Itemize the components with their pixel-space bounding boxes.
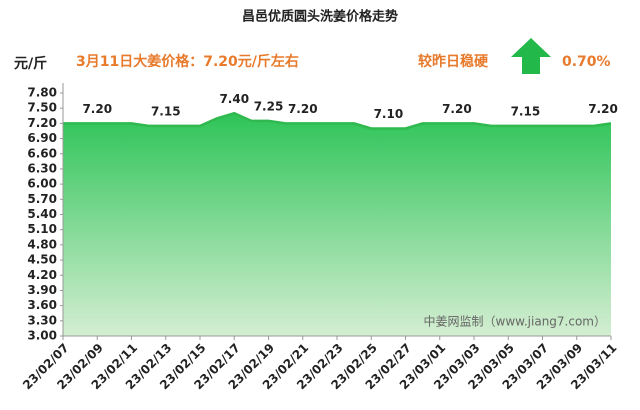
price-note: 3月11日大姜价格：7.20元/斤左右 bbox=[76, 53, 299, 70]
chart-title: 昌邑优质圆头洗姜价格走势 bbox=[242, 9, 398, 25]
y-tick-label: 4.50 bbox=[27, 253, 57, 267]
change-note: 较昨日稳硬 bbox=[418, 53, 489, 70]
value-label: 7.10 bbox=[374, 107, 404, 121]
value-label: 7.20 bbox=[588, 102, 618, 116]
value-label: 7.15 bbox=[151, 104, 181, 118]
y-tick-label: 5.70 bbox=[27, 192, 57, 206]
y-tick-label: 5.40 bbox=[27, 207, 57, 221]
y-tick-label: 3.30 bbox=[27, 313, 57, 327]
y-tick-label: 4.80 bbox=[27, 237, 57, 251]
y-tick-label: 3.00 bbox=[27, 329, 57, 343]
y-tick-label: 7.50 bbox=[27, 101, 57, 115]
y-tick-label: 7.20 bbox=[27, 116, 57, 130]
watermark: 中姜网监制（www.jiang7.com） bbox=[424, 314, 606, 329]
y-tick-label: 4.20 bbox=[27, 268, 57, 282]
y-tick-label: 3.60 bbox=[27, 298, 57, 312]
y-tick-label: 6.60 bbox=[27, 146, 57, 160]
value-label: 7.20 bbox=[442, 102, 472, 116]
value-label: 7.40 bbox=[219, 92, 249, 106]
value-label: 7.20 bbox=[82, 102, 112, 116]
y-tick-label: 3.90 bbox=[27, 283, 57, 297]
y-tick-label: 6.30 bbox=[27, 161, 57, 175]
change-percent: 0.70% bbox=[562, 54, 611, 70]
y-tick-label: 5.10 bbox=[27, 222, 57, 236]
area bbox=[63, 113, 611, 336]
y-axis-label: 元/斤 bbox=[14, 55, 47, 72]
line bbox=[63, 111, 612, 130]
up-arrow bbox=[511, 38, 551, 74]
value-label: 7.15 bbox=[511, 104, 541, 118]
y-tick-label: 6.00 bbox=[27, 177, 57, 191]
value-label: 7.20 bbox=[288, 102, 318, 116]
y-tick-label: 6.90 bbox=[27, 131, 57, 145]
value-label: 7.25 bbox=[254, 99, 284, 113]
y-tick-label: 7.80 bbox=[27, 86, 57, 100]
